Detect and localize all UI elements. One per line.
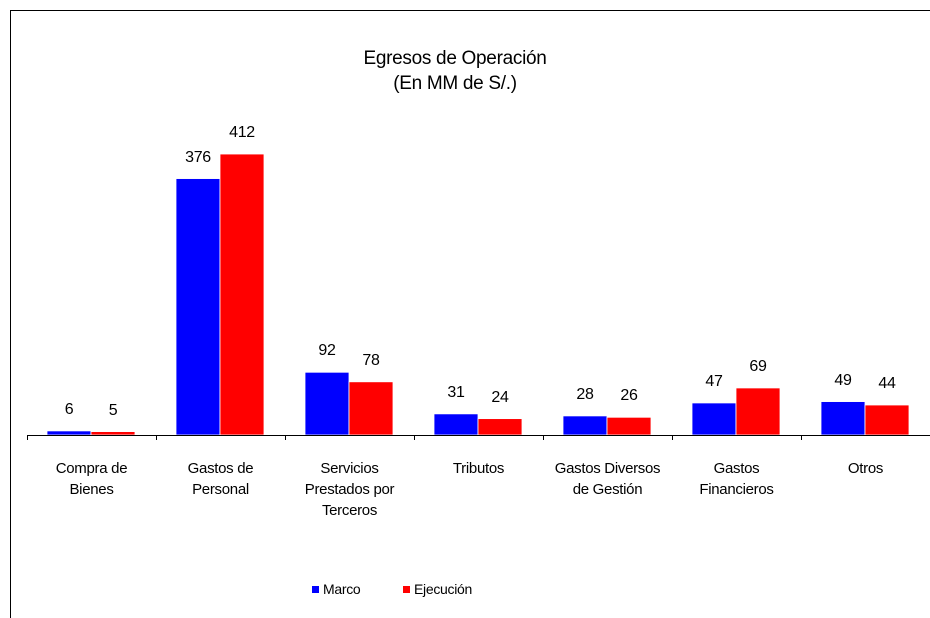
x-tick-label: Tributos xyxy=(452,460,505,477)
x-tick-label: Gastos de Personal xyxy=(187,460,254,498)
data-label: 6 xyxy=(64,400,74,418)
bar xyxy=(606,416,652,436)
data-label: 44 xyxy=(878,374,896,392)
bar xyxy=(864,404,910,436)
bar xyxy=(348,381,394,436)
data-label: 5 xyxy=(108,401,118,419)
data-label: 24 xyxy=(491,388,509,406)
data-label: 26 xyxy=(620,387,638,405)
chart-frame xyxy=(10,10,930,618)
chart-title: Egresos de Operación xyxy=(363,48,547,69)
bar xyxy=(477,418,523,436)
bar xyxy=(562,415,608,436)
data-label: 31 xyxy=(447,383,465,401)
legend-label: Ejecución xyxy=(414,581,473,597)
data-label: 376 xyxy=(185,148,211,166)
bar xyxy=(820,401,866,436)
bar xyxy=(90,431,136,436)
data-label: 47 xyxy=(705,372,723,390)
legend-label: Marco xyxy=(323,581,361,597)
bar xyxy=(175,178,221,436)
bar xyxy=(735,387,781,436)
bar xyxy=(433,413,479,436)
legend-swatch xyxy=(312,586,319,593)
data-label: 49 xyxy=(834,371,852,389)
bar xyxy=(46,430,92,436)
data-label: 28 xyxy=(576,385,594,403)
data-label: 92 xyxy=(318,342,336,360)
data-label: 69 xyxy=(749,357,767,375)
bar xyxy=(691,402,737,436)
bar xyxy=(219,153,265,436)
bar xyxy=(304,371,350,436)
legend-swatch xyxy=(403,586,410,593)
x-tick-label: Compra de Bienes xyxy=(55,460,128,498)
chart-subtitle: (En MM de S/.) xyxy=(393,73,517,94)
x-tick-label: Gastos Financieros xyxy=(699,460,774,498)
data-label: 78 xyxy=(362,351,380,369)
x-tick-label: Servicios Prestados por Terceros xyxy=(304,460,395,519)
x-tick-label: Otros xyxy=(847,460,884,477)
x-tick-label: Gastos Diversos de Gestión xyxy=(554,460,661,498)
data-label: 412 xyxy=(229,124,255,142)
